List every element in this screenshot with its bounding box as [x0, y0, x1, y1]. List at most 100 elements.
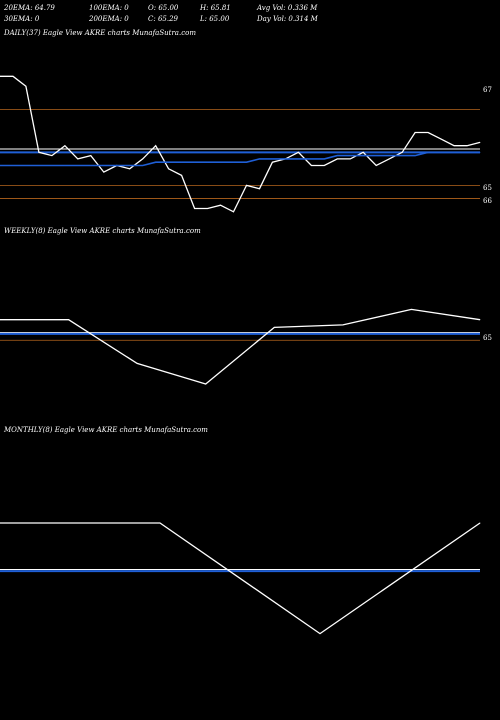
price-point	[168, 168, 170, 170]
header-20ema: 20EMA: 64.79	[3, 4, 55, 12]
header-avg-vol: Avg Vol: 0.336 M	[256, 4, 318, 12]
price-point	[129, 168, 131, 170]
price-point	[479, 319, 481, 321]
y-tick-label: 65	[483, 334, 492, 342]
price-point	[38, 151, 40, 153]
price-point	[90, 155, 92, 157]
ema-point	[285, 158, 286, 160]
weekly-panel: WEEKLY(8) Eagle View AKRE charts MunafaS…	[0, 227, 492, 385]
ema-point	[349, 155, 351, 157]
price-point	[155, 145, 157, 147]
price-point	[64, 145, 66, 147]
ema-point	[142, 165, 144, 166]
y-tick-label: 65	[483, 184, 492, 192]
price-point	[401, 151, 403, 153]
ema-point	[297, 158, 299, 160]
ema-point	[362, 155, 364, 157]
price-point	[77, 158, 79, 160]
price-point	[440, 138, 442, 140]
price-point	[479, 522, 481, 524]
ema-point	[220, 161, 221, 163]
header-day-vol: Day Vol: 0.314 M	[256, 15, 319, 23]
y-tick-label: 67	[483, 86, 492, 94]
price-point	[239, 577, 241, 579]
price-point	[233, 211, 234, 213]
price-point	[205, 383, 207, 385]
monthly-panel: MONTHLY(8) Eagle View AKRE charts Munafa…	[0, 426, 481, 635]
ema-point	[129, 165, 131, 166]
price-point	[310, 165, 312, 166]
price-point	[375, 165, 377, 166]
ema-point	[479, 151, 481, 153]
header-100ema: 100EMA: 0	[89, 4, 129, 12]
ema-point	[168, 161, 170, 163]
price-point	[336, 158, 338, 160]
price-point	[362, 151, 364, 153]
price-point	[68, 319, 69, 321]
ema-point	[440, 151, 442, 153]
price-point	[246, 184, 247, 186]
ema-point	[181, 161, 183, 163]
ema-point	[194, 161, 195, 163]
ema-point	[90, 165, 92, 166]
ema-point	[310, 158, 312, 160]
header-open: O: 65.00	[148, 4, 179, 12]
price-point	[466, 145, 468, 147]
ema-point	[414, 155, 416, 157]
price-point	[399, 577, 401, 579]
weekly-panel-title: WEEKLY(8) Eagle View AKRE charts MunafaS…	[4, 227, 201, 235]
price-point	[323, 165, 325, 166]
header-200ema: 200EMA: 0	[88, 15, 129, 23]
ema-point	[155, 161, 157, 163]
price-point	[411, 309, 412, 310]
price-point	[194, 208, 195, 209]
ema-point	[388, 155, 390, 157]
price-point	[414, 132, 416, 133]
price-point	[51, 155, 53, 157]
price-line	[0, 75, 481, 213]
price-point	[273, 327, 275, 328]
price-point	[159, 522, 161, 524]
ema-point	[207, 161, 208, 163]
price-point	[79, 522, 81, 524]
header-low: L: 65.00	[199, 15, 230, 23]
ema-point	[427, 151, 429, 153]
daily-panel: DAILY(37) Eagle View AKRE charts MunafaS…	[0, 29, 492, 213]
price-point	[388, 158, 390, 160]
ema-point	[453, 151, 455, 153]
price-point	[220, 204, 221, 206]
ema-point	[466, 151, 468, 153]
price-line	[0, 308, 481, 385]
price-point	[297, 151, 299, 153]
header-row-2: 30EMA: 0 200EMA: 0 C: 65.29 L: 65.00 Day…	[4, 15, 319, 23]
header-close: C: 65.29	[148, 15, 179, 23]
price-point	[259, 188, 260, 190]
price-point	[142, 158, 144, 160]
price-point	[181, 175, 183, 176]
header-high: H: 65.81	[199, 4, 231, 12]
header-row-1: 20EMA: 64.79 100EMA: 0 O: 65.00 H: 65.81…	[3, 4, 318, 12]
price-point	[12, 75, 14, 77]
price-point	[272, 161, 273, 163]
ema-point	[336, 155, 338, 157]
ema-point	[116, 165, 118, 166]
ema-point	[233, 161, 234, 163]
ema-point	[259, 158, 260, 160]
price-point	[319, 633, 321, 635]
daily-panel-title: DAILY(37) Eagle View AKRE charts MunafaS…	[3, 29, 196, 37]
price-point	[342, 324, 344, 326]
price-point	[349, 158, 351, 160]
ema-point	[77, 165, 79, 166]
price-point	[136, 363, 138, 364]
price-point	[103, 171, 105, 173]
header-30ema: 30EMA: 0	[4, 15, 40, 23]
y-tick-label: 66	[483, 197, 492, 205]
price-point	[207, 208, 208, 209]
monthly-panel-title: MONTHLY(8) Eagle View AKRE charts Munafa…	[3, 426, 208, 434]
ema-point	[38, 165, 40, 166]
ema-point	[246, 161, 247, 163]
ema-point	[103, 165, 105, 166]
price-point	[25, 85, 27, 87]
ema-point	[323, 158, 325, 160]
ema-line	[0, 151, 480, 167]
